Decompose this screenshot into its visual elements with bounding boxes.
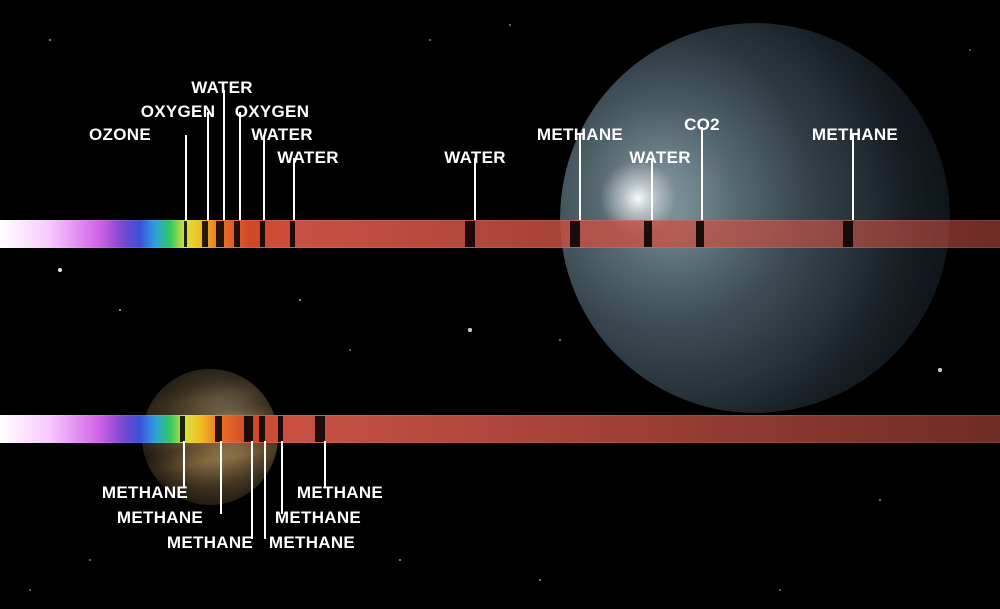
planet-earthlike — [560, 23, 950, 413]
molecule-label: METHANE — [297, 483, 383, 503]
star — [89, 559, 91, 561]
spectrum-diagram: OZONE OXYGEN WATER OXYGEN WATER WATER WATER MET… — [0, 0, 1000, 609]
label-pointer — [183, 441, 185, 488]
label-pointer — [251, 441, 253, 539]
absorption-line — [315, 416, 325, 442]
star — [938, 368, 941, 371]
absorption-line — [234, 221, 240, 247]
star — [509, 24, 511, 26]
label-pointer — [579, 135, 581, 220]
molecule-label: OXYGEN — [235, 102, 310, 122]
molecule-label: METHANE — [537, 125, 623, 145]
label-pointer — [207, 112, 209, 220]
molecule-label: METHANE — [117, 508, 203, 528]
absorption-line — [465, 221, 475, 247]
star — [468, 328, 471, 331]
molecule-label: WATER — [191, 78, 253, 98]
spectrum-bar-top — [0, 220, 1000, 248]
star — [349, 349, 351, 351]
molecule-label: CO2 — [684, 115, 720, 135]
absorption-line — [184, 221, 187, 247]
molecule-label: METHANE — [275, 508, 361, 528]
star — [29, 589, 31, 591]
molecule-label: WATER — [629, 148, 691, 168]
label-pointer — [701, 127, 703, 220]
molecule-label: METHANE — [102, 483, 188, 503]
absorption-line — [202, 221, 208, 247]
star — [429, 39, 431, 41]
absorption-line — [696, 221, 704, 247]
absorption-line — [290, 221, 295, 247]
spectrum-bar-bottom — [0, 415, 1000, 443]
molecule-label: WATER — [444, 148, 506, 168]
star — [299, 299, 302, 302]
star — [559, 339, 561, 341]
star — [58, 268, 62, 272]
absorption-line — [216, 221, 224, 247]
label-pointer — [264, 441, 266, 539]
absorption-line — [278, 416, 283, 442]
label-pointer — [852, 135, 854, 220]
star — [779, 589, 781, 591]
absorption-line — [260, 221, 265, 247]
absorption-line — [215, 416, 222, 442]
molecule-label: METHANE — [812, 125, 898, 145]
molecule-label: METHANE — [167, 533, 253, 553]
label-pointer — [239, 112, 241, 220]
molecule-label: WATER — [251, 125, 313, 145]
absorption-line — [644, 221, 652, 247]
absorption-line — [244, 416, 253, 442]
absorption-line — [570, 221, 580, 247]
molecule-label: METHANE — [269, 533, 355, 553]
label-pointer — [220, 441, 222, 514]
molecule-label: OZONE — [89, 125, 151, 145]
star — [969, 49, 971, 51]
star — [399, 559, 401, 561]
star — [539, 579, 541, 581]
absorption-line — [843, 221, 853, 247]
star — [49, 39, 51, 41]
label-pointer — [185, 135, 187, 220]
absorption-line — [180, 416, 185, 442]
label-pointer — [281, 441, 283, 514]
molecule-label: WATER — [277, 148, 339, 168]
label-pointer — [223, 90, 225, 220]
star — [119, 309, 121, 311]
label-pointer — [263, 135, 265, 220]
label-pointer — [324, 441, 326, 488]
star — [879, 499, 881, 501]
molecule-label: OXYGEN — [141, 102, 216, 122]
absorption-line — [259, 416, 265, 442]
